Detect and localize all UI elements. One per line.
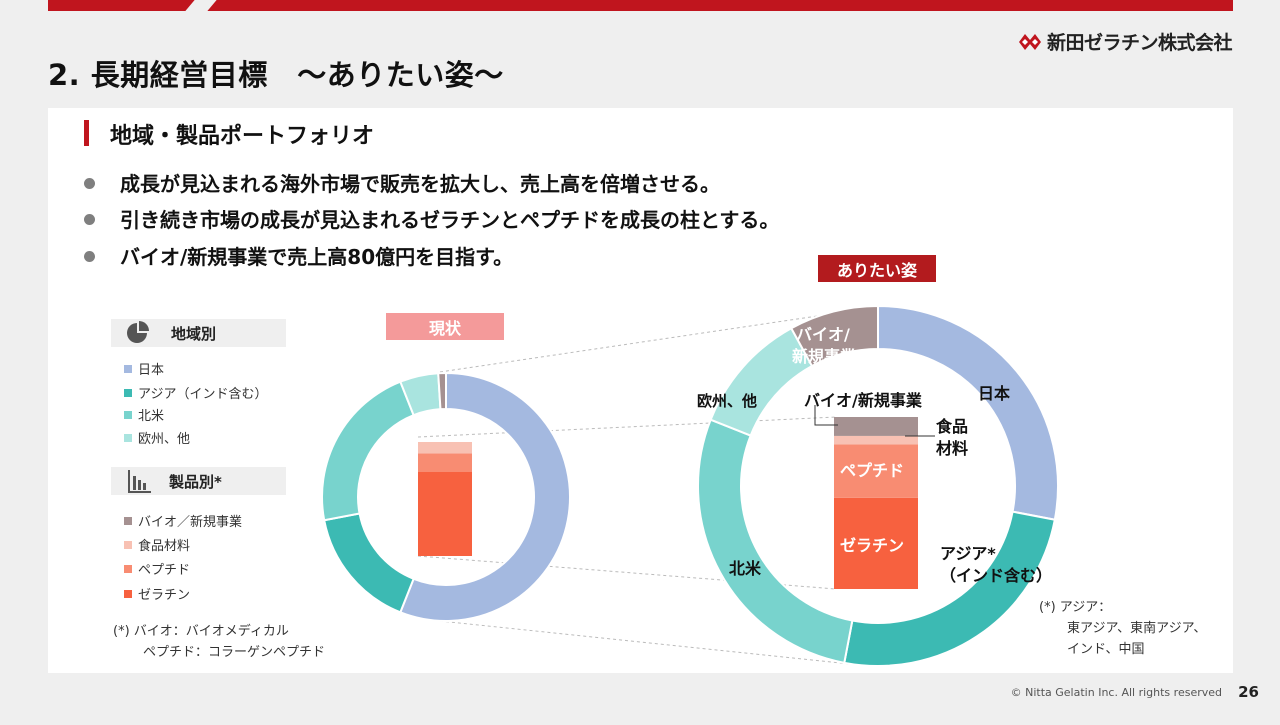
label-bio-bar: バイオ/新規事業 [804, 391, 922, 410]
legend-product-title: 製品別* [169, 472, 222, 491]
stacked-bar-segment-3 [418, 442, 472, 454]
content-panel [48, 108, 1233, 673]
legend-item: バイオ／新規事業 [124, 511, 242, 530]
label-peptide: ペプチド [840, 461, 905, 480]
zoom-connector-line [439, 306, 879, 373]
footnote-asia: (*) アジア： 東アジア、東南アジア、 インド、中国 [1039, 597, 1206, 660]
bullet-item: 引き続き市場の成長が見込まれるゼラチンとペプチドを成長の柱とする。 [84, 204, 779, 233]
footnote-line: インド、中国 [1067, 642, 1145, 657]
legend-swatch [124, 364, 132, 373]
legend-label: 日本 [138, 363, 165, 378]
legend-swatch [124, 433, 132, 442]
company-name: 新田ゼラチン株式会社 [1046, 32, 1233, 54]
logo-mark-icon [1018, 33, 1041, 50]
legend-item: アジア（インド含む） [124, 383, 267, 402]
donut-slice-3 [697, 418, 854, 664]
section-marker [84, 120, 89, 146]
page-title: 2. 長期経営目標 ～ありたい姿～ [48, 58, 504, 92]
legend-swatch [124, 410, 132, 419]
legend-label: ゼラチン [138, 588, 191, 603]
bullet-dot-icon [84, 178, 95, 189]
legend-label: 欧州、他 [138, 432, 191, 447]
legend-region-title: 地域別 [171, 324, 217, 343]
stacked-bar-segment-3 [834, 435, 918, 445]
company-logo: 新田ゼラチン株式会社 [1017, 28, 1233, 55]
donut-slice-2 [323, 512, 415, 614]
stacked-bar-segment-1 [834, 497, 918, 589]
bullet-dot-icon [84, 214, 95, 225]
label-europe-other: 欧州、他 [697, 392, 758, 410]
legend-item: ペプチド [124, 559, 190, 578]
label-north-america: 北米 [729, 559, 762, 578]
label-japan: 日本 [978, 384, 1011, 403]
legend-label: 北米 [138, 409, 165, 424]
footnote-line: ペプチド：コラーゲンペプチド [143, 645, 326, 660]
legend-label: 食品材料 [138, 539, 191, 554]
footnote-line: 東アジア、東南アジア、 [1067, 621, 1207, 636]
zoom-connector-line [417, 416, 837, 438]
label-food-line2: 材料 [936, 439, 969, 458]
label-food-line1: 食品 [936, 417, 969, 436]
label-asia-line1: アジア* [940, 544, 996, 563]
legend-swatch [124, 540, 132, 549]
legend-item: 北米 [124, 405, 164, 424]
legend-item: 欧州、他 [124, 428, 190, 447]
donut-slice-1 [399, 371, 571, 622]
bullet-item: 成長が見込まれる海外市場で販売を拡大し、売上高を倍増させる。 [84, 168, 720, 197]
legend-label: バイオ／新規事業 [138, 515, 243, 530]
legend-label: アジア（インド含む） [138, 387, 268, 402]
bullet-text: 引き続き市場の成長が見込まれるゼラチンとペプチドを成長の柱とする。 [120, 208, 780, 232]
bar-chart-icon [128, 470, 151, 493]
copyright: © Nitta Gelatin Inc. All rights reserved [1010, 686, 1222, 699]
footnote-line: (*) アジア： [1039, 600, 1112, 615]
stacked-bar-segment-4 [834, 417, 918, 436]
bullet-dot-icon [84, 251, 95, 262]
top-accent-bar [48, 0, 1233, 11]
current-tag: 現状 [386, 313, 504, 340]
legend-swatch [124, 589, 132, 598]
page-number: 26 [1238, 683, 1259, 701]
stacked-bar-segment-2 [834, 444, 918, 498]
label-bio-slice-line1: バイオ/ [796, 325, 850, 344]
zoom-connector-line [439, 620, 861, 666]
bullet-item: バイオ/新規事業で売上高80億円を目指す。 [84, 241, 513, 270]
legend-swatch [124, 388, 132, 397]
stacked-bar-segment-2 [418, 453, 472, 472]
target-tag: ありたい姿 [818, 255, 936, 282]
label-asia-line2: （インド含む） [940, 566, 1053, 585]
footnote-line: (*) バイオ：バイオメディカル [113, 624, 289, 639]
label-gelatin: ゼラチン [840, 536, 905, 555]
legend-item: 日本 [124, 359, 164, 378]
legend-swatch [124, 564, 132, 573]
section-title: 地域・製品ポートフォリオ [110, 124, 375, 149]
callout-line-bio [814, 405, 838, 426]
donut-slice-3 [321, 380, 415, 522]
legend-region-header: 地域別 [111, 319, 286, 347]
label-bio-slice-line2: 新規事業 [792, 347, 857, 366]
bullet-text: バイオ/新規事業で売上高80億円を目指す。 [120, 245, 514, 269]
legend-product-header: 製品別* [111, 467, 286, 495]
legend-swatch [124, 516, 132, 525]
pie-icon [127, 321, 149, 343]
legend-item: ゼラチン [124, 584, 190, 603]
legend-item: 食品材料 [124, 535, 190, 554]
footnote-product: (*) バイオ：バイオメディカル ペプチド：コラーゲンペプチド [113, 621, 325, 663]
legend-label: ペプチド [138, 563, 191, 578]
bullet-text: 成長が見込まれる海外市場で販売を拡大し、売上高を倍増させる。 [120, 172, 720, 196]
stacked-bar-segment-1 [418, 471, 472, 556]
donut-slice-5 [437, 371, 447, 411]
donut-slice-5 [789, 304, 879, 368]
